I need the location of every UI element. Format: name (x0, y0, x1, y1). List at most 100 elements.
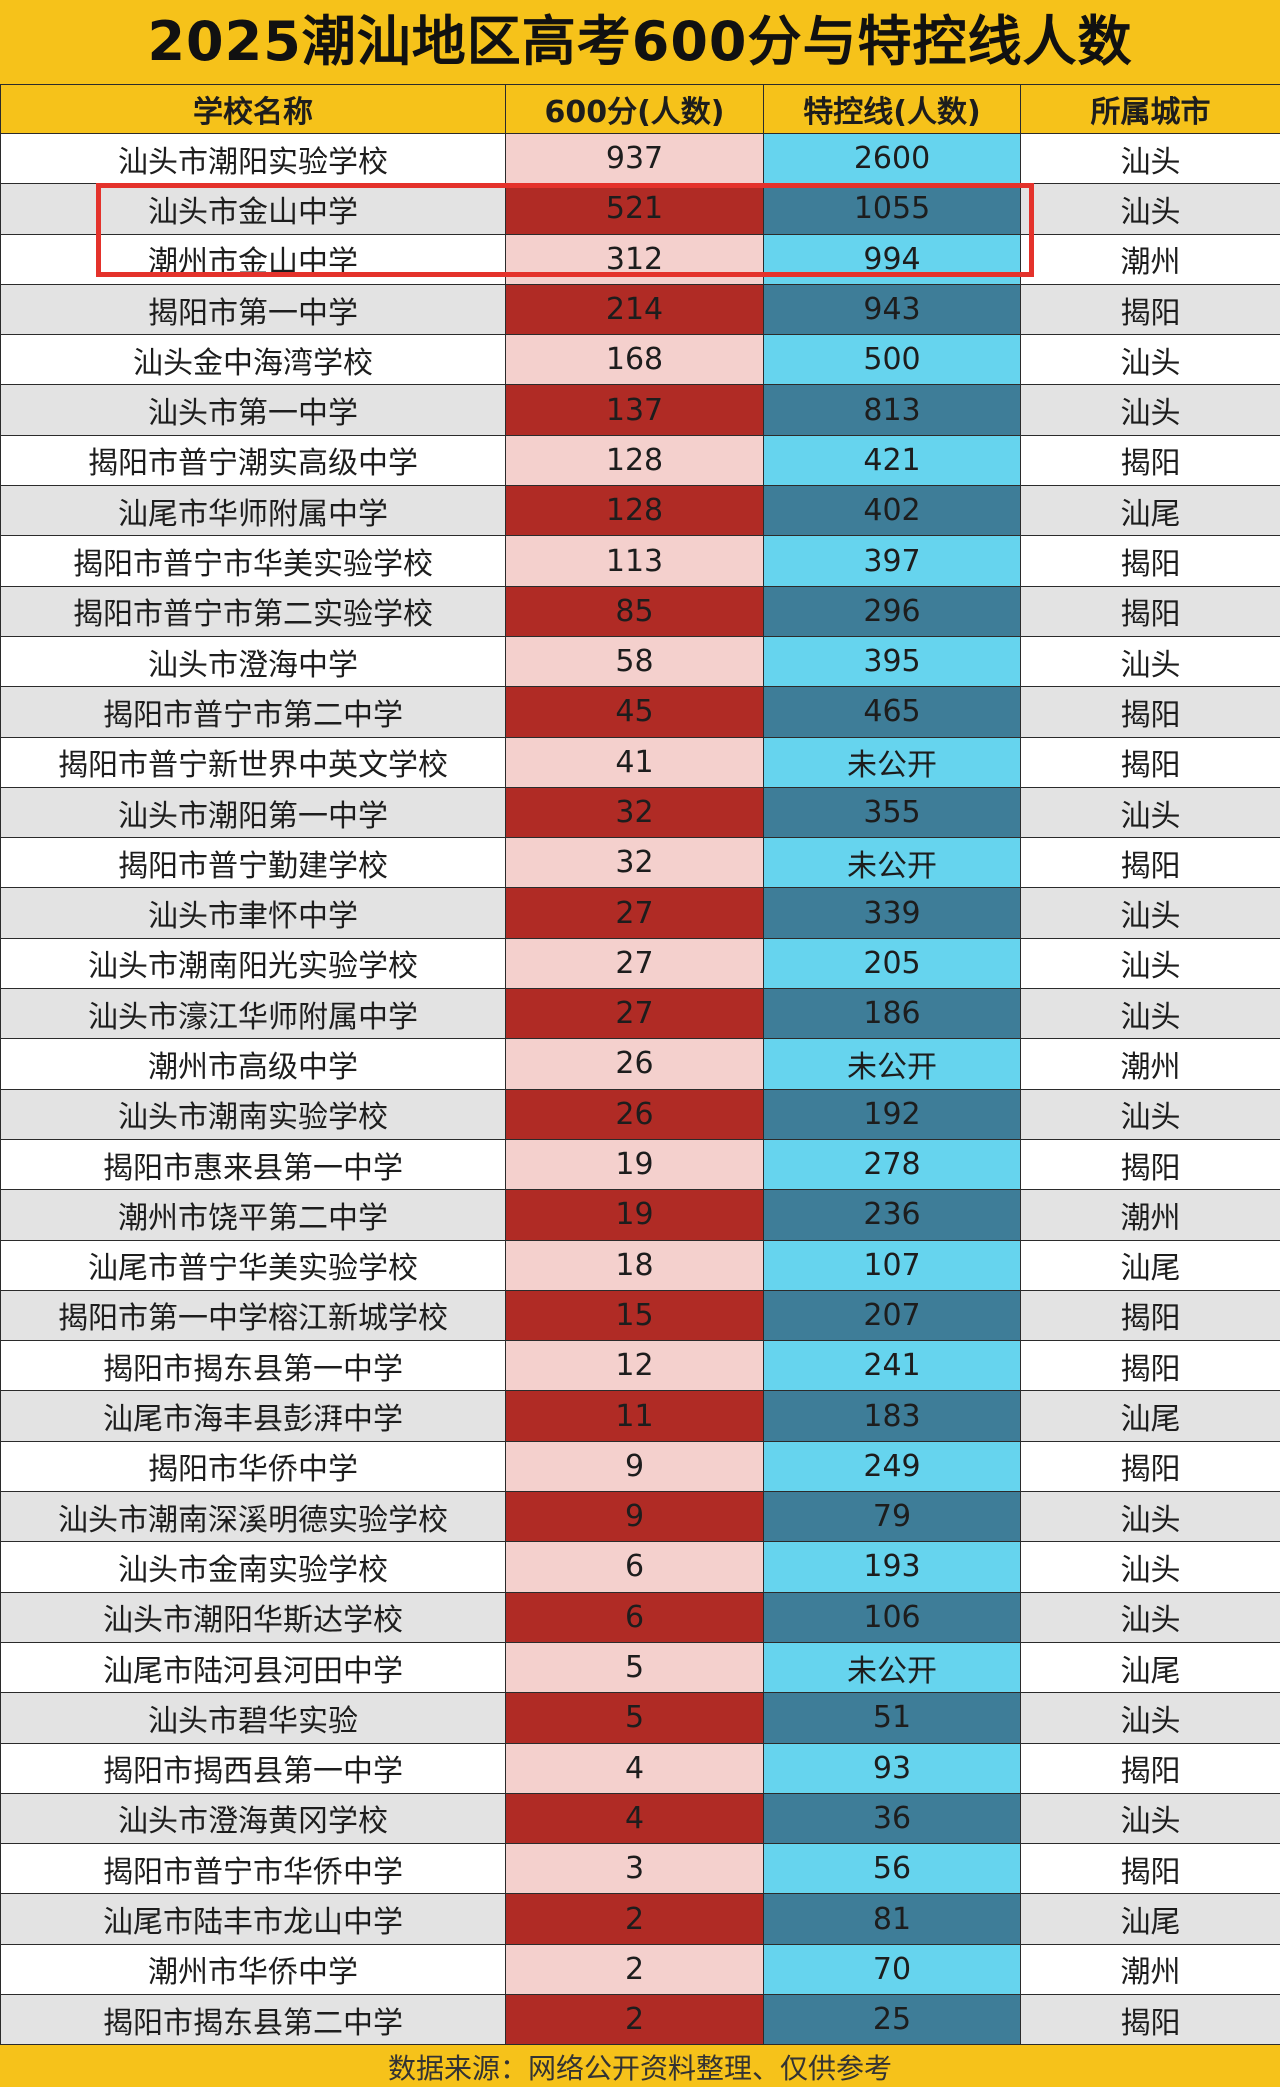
tekong-cell: 205 (763, 937, 1021, 990)
score-600-cell: 85 (505, 585, 764, 637)
header-city: 所属城市 (1020, 84, 1280, 134)
table-row: 汕头市潮南阳光实验学校 27 205 汕头 (0, 937, 1280, 990)
table-row: 揭阳市普宁市第二中学 45 465 揭阳 (0, 686, 1280, 738)
city-cell: 汕头 (1020, 1088, 1280, 1140)
city-cell: 汕头 (1020, 1692, 1280, 1744)
score-600-cell: 137 (505, 384, 764, 436)
score-600-cell: 26 (505, 1088, 764, 1140)
city-cell: 潮州 (1020, 233, 1280, 285)
score-600-cell: 27 (505, 937, 764, 990)
city-cell: 汕尾 (1020, 1641, 1280, 1694)
school-name-cell: 汕头市濠江华师附属中学 (0, 988, 506, 1040)
table-row: 汕头市金山中学 521 1055 汕头 (0, 183, 1280, 235)
table-row: 汕头市潮阳第一中学 32 355 汕头 (0, 786, 1280, 839)
school-name-cell: 潮州市饶平第二中学 (0, 1189, 506, 1241)
city-cell: 揭阳 (1020, 535, 1280, 587)
score-600-cell: 3 (505, 1843, 764, 1895)
table-row: 潮州市饶平第二中学 19 236 潮州 (0, 1189, 1280, 1241)
city-cell: 揭阳 (1020, 1289, 1280, 1342)
table-row: 汕尾市华师附属中学 128 402 汕尾 (0, 485, 1280, 537)
tekong-cell: 339 (763, 887, 1021, 939)
table-row: 揭阳市惠来县第一中学 19 278 揭阳 (0, 1138, 1280, 1191)
school-name-cell: 汕尾市海丰县彭湃中学 (0, 1390, 506, 1442)
city-cell: 揭阳 (1020, 1843, 1280, 1895)
score-600-cell: 15 (505, 1289, 764, 1342)
table-row: 揭阳市普宁市第二实验学校 85 296 揭阳 (0, 585, 1280, 637)
score-600-cell: 45 (505, 686, 764, 738)
score-600-cell: 4 (505, 1742, 764, 1794)
table-row: 揭阳市普宁市华侨中学 3 56 揭阳 (0, 1843, 1280, 1895)
school-name-cell: 揭阳市华侨中学 (0, 1440, 506, 1493)
city-cell: 汕头 (1020, 988, 1280, 1040)
tekong-cell: 106 (763, 1591, 1021, 1643)
score-600-cell: 168 (505, 334, 764, 386)
tekong-cell: 241 (763, 1340, 1021, 1392)
table-body: 汕头市潮阳实验学校 937 2600 汕头 汕头市金山中学 521 1055 汕头 潮州市金山中… (0, 132, 1280, 2046)
page-title: 2025潮汕地区高考600分与特控线人数 (0, 0, 1280, 84)
school-name-cell: 汕头市金山中学 (0, 183, 506, 235)
tekong-cell: 465 (763, 686, 1021, 738)
school-name-cell: 汕头市潮南阳光实验学校 (0, 937, 506, 990)
tekong-cell: 107 (763, 1239, 1021, 1291)
tekong-cell: 186 (763, 988, 1021, 1040)
table-row: 汕头市澄海黄冈学校 4 36 汕头 (0, 1792, 1280, 1845)
table-row: 汕头市碧华实验 5 51 汕头 (0, 1692, 1280, 1744)
tekong-cell: 56 (763, 1843, 1021, 1895)
table-row: 汕头市濠江华师附属中学 27 186 汕头 (0, 988, 1280, 1040)
city-cell: 揭阳 (1020, 837, 1280, 889)
score-600-cell: 128 (505, 434, 764, 487)
city-cell: 汕头 (1020, 786, 1280, 839)
table-row: 汕头市第一中学 137 813 汕头 (0, 384, 1280, 436)
school-name-cell: 汕头市潮南深溪明德实验学校 (0, 1491, 506, 1543)
score-600-cell: 18 (505, 1239, 764, 1291)
score-600-cell: 19 (505, 1189, 764, 1241)
tekong-cell: 402 (763, 485, 1021, 537)
score-600-cell: 32 (505, 837, 764, 889)
city-cell: 揭阳 (1020, 1340, 1280, 1392)
school-name-cell: 潮州市华侨中学 (0, 1943, 506, 1995)
score-600-cell: 2 (505, 1893, 764, 1945)
tekong-cell: 未公开 (763, 1038, 1021, 1090)
header-600-count: 600分(人数) (505, 84, 764, 134)
school-name-cell: 潮州市金山中学 (0, 233, 506, 285)
tekong-cell: 25 (763, 1993, 1021, 2046)
score-600-cell: 6 (505, 1541, 764, 1593)
tekong-cell: 397 (763, 535, 1021, 587)
score-600-cell: 5 (505, 1692, 764, 1744)
table-row: 潮州市金山中学 312 994 潮州 (0, 233, 1280, 285)
school-name-cell: 汕头市碧华实验 (0, 1692, 506, 1744)
city-cell: 潮州 (1020, 1943, 1280, 1995)
table-row: 揭阳市普宁新世界中英文学校 41 未公开 揭阳 (0, 736, 1280, 788)
score-600-cell: 26 (505, 1038, 764, 1090)
table-row: 汕头金中海湾学校 168 500 汕头 (0, 334, 1280, 386)
city-cell: 汕尾 (1020, 1390, 1280, 1442)
table-row: 揭阳市普宁市华美实验学校 113 397 揭阳 (0, 535, 1280, 587)
school-name-cell: 揭阳市普宁新世界中英文学校 (0, 736, 506, 788)
city-cell: 汕尾 (1020, 1239, 1280, 1291)
city-cell: 汕头 (1020, 937, 1280, 990)
school-name-cell: 揭阳市第一中学 (0, 283, 506, 336)
tekong-cell: 1055 (763, 183, 1021, 235)
city-cell: 汕头 (1020, 384, 1280, 436)
city-cell: 潮州 (1020, 1038, 1280, 1090)
city-cell: 汕头 (1020, 1591, 1280, 1643)
city-cell: 汕尾 (1020, 485, 1280, 537)
tekong-cell: 193 (763, 1541, 1021, 1593)
table-row: 揭阳市华侨中学 9 249 揭阳 (0, 1440, 1280, 1493)
table-row: 汕尾市陆丰市龙山中学 2 81 汕尾 (0, 1893, 1280, 1945)
header-tekong-count: 特控线(人数) (763, 84, 1021, 134)
tekong-cell: 236 (763, 1189, 1021, 1241)
header-school-name: 学校名称 (0, 84, 506, 134)
tekong-cell: 500 (763, 334, 1021, 386)
score-600-cell: 27 (505, 887, 764, 939)
table-row: 揭阳市第一中学榕江新城学校 15 207 揭阳 (0, 1289, 1280, 1342)
tekong-cell: 2600 (763, 132, 1021, 185)
score-600-cell: 312 (505, 233, 764, 285)
school-name-cell: 汕头金中海湾学校 (0, 334, 506, 386)
school-name-cell: 汕头市聿怀中学 (0, 887, 506, 939)
score-600-cell: 12 (505, 1340, 764, 1392)
score-600-cell: 214 (505, 283, 764, 336)
tekong-cell: 421 (763, 434, 1021, 487)
school-name-cell: 汕头市金南实验学校 (0, 1541, 506, 1593)
score-600-cell: 11 (505, 1390, 764, 1442)
